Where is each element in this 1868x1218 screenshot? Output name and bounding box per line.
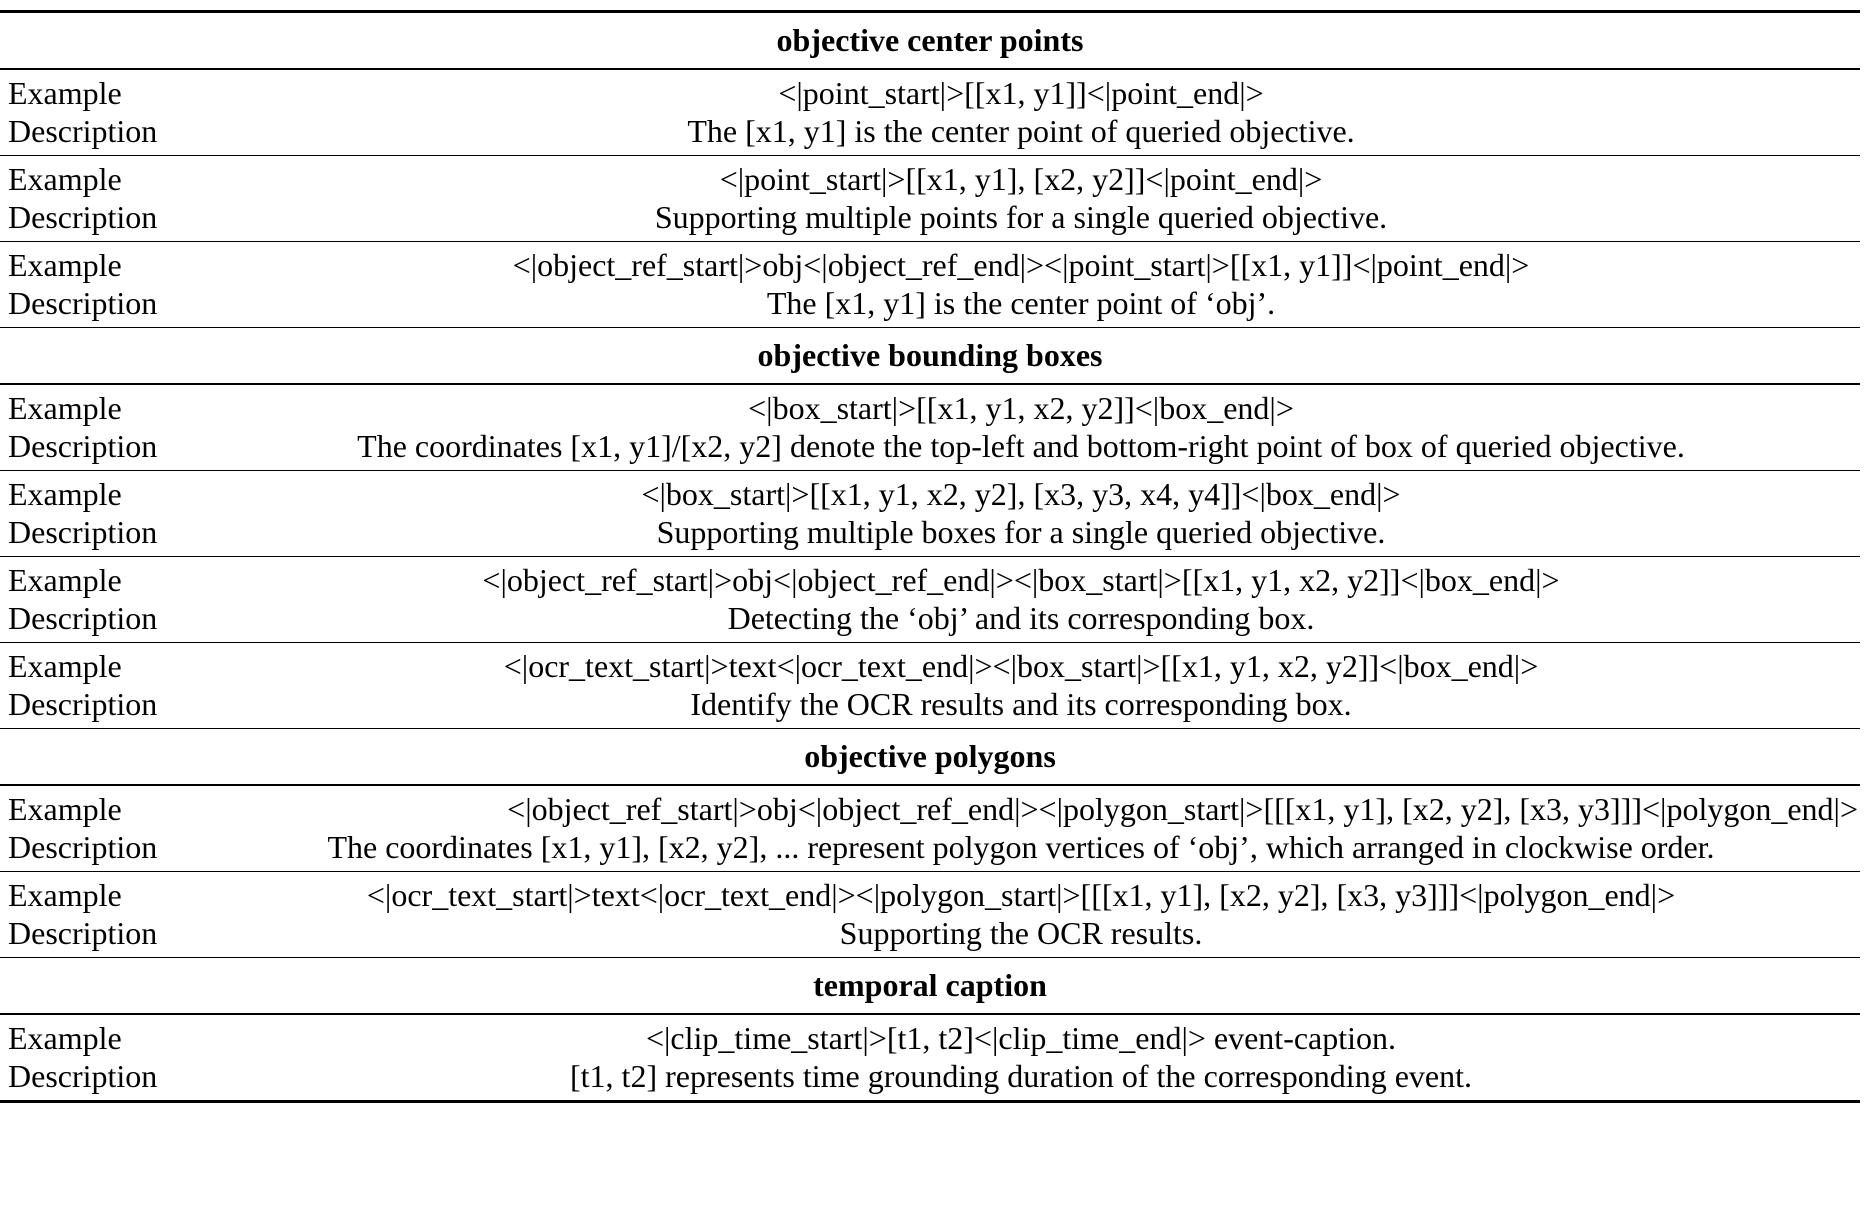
description-label: Description [8,427,158,464]
description-label: Description [8,112,158,149]
example-label: Example [8,876,122,913]
row-rule [0,327,1860,328]
row-rule [0,871,1860,872]
table-row: Example <|ocr_text_start|>text<|ocr_text_… [0,643,1860,728]
table-row: Example <|box_start|>[[x1, y1, x2, y2]]<|… [0,385,1860,470]
description-value: Identify the OCR results and its corresp… [690,685,1352,722]
description-value: The coordinates [x1, y1]/[x2, y2] denote… [357,427,1685,464]
table-row: Example <|point_start|>[[x1, y1]]<|point_… [0,70,1860,155]
format-table: objective center points Example <|point_s… [0,10,1860,1103]
row-rule [0,556,1860,557]
table-bottom-rule [0,1100,1860,1103]
section-header-temporal-caption: temporal caption [813,967,1047,1003]
table-row: Example <|object_ref_start|>obj<|object_r… [0,786,1860,871]
description-label: Description [8,513,158,550]
row-rule [0,155,1860,156]
section-rule [0,383,1860,385]
example-label: Example [8,561,122,598]
description-label: Description [8,828,158,865]
row-rule [0,957,1860,958]
example-label: Example [8,246,122,283]
description-label: Description [8,1057,158,1094]
example-value: <|box_start|>[[x1, y1, x2, y2], [x3, y3,… [641,475,1401,512]
example-label: Example [8,160,122,197]
section-header-bounding-boxes: objective bounding boxes [757,337,1103,373]
example-value: <|object_ref_start|>obj<|object_ref_end|… [512,246,1530,283]
table-row: Example <|point_start|>[[x1, y1], [x2, y2… [0,156,1860,241]
description-value: Detecting the ‘obj’ and its correspondin… [727,599,1315,636]
example-label: Example [8,1019,122,1056]
description-label: Description [8,284,158,321]
row-rule [0,241,1860,242]
table-row: Example <|object_ref_start|>obj<|object_r… [0,242,1860,327]
description-label: Description [8,685,158,722]
description-value: The [x1, y1] is the center point of quer… [687,112,1355,149]
example-label: Example [8,790,122,827]
table-top-rule [0,10,1860,13]
description-label: Description [8,599,158,636]
description-value: Supporting multiple boxes for a single q… [656,513,1386,550]
example-value: <|box_start|>[[x1, y1, x2, y2]]<|box_end… [748,389,1294,426]
example-label: Example [8,74,122,111]
example-value: <|clip_time_start|>[t1, t2]<|clip_time_e… [645,1019,1397,1056]
example-value: <|object_ref_start|>obj<|object_ref_end|… [482,561,1560,598]
description-value: [t1, t2] represents time grounding durat… [570,1057,1472,1094]
description-value: Supporting multiple points for a single … [654,198,1388,235]
description-value: Supporting the OCR results. [839,914,1203,951]
description-value: The coordinates [x1, y1], [x2, y2], ... … [327,828,1715,865]
table-row: Example <|object_ref_start|>obj<|object_r… [0,557,1860,642]
table-row: Example <|clip_time_start|>[t1, t2]<|clip… [0,1015,1860,1100]
table-row: Example <|box_start|>[[x1, y1, x2, y2], [… [0,471,1860,556]
example-label: Example [8,389,122,426]
row-rule [0,728,1860,729]
section-rule [0,68,1860,70]
section-header-center-points: objective center points [776,22,1084,58]
row-rule [0,470,1860,471]
example-label: Example [8,475,122,512]
example-value: <|point_start|>[[x1, y1], [x2, y2]]<|poi… [719,160,1323,197]
row-rule [0,642,1860,643]
section-rule [0,784,1860,786]
section-rule [0,1013,1860,1015]
example-value: <|ocr_text_start|>text<|ocr_text_end|><|… [503,647,1539,684]
example-value: <|object_ref_start|>obj<|object_ref_end|… [507,790,1858,827]
example-label: Example [8,647,122,684]
section-header-polygons: objective polygons [804,738,1056,774]
description-value: The [x1, y1] is the center point of ‘obj… [766,284,1276,321]
description-label: Description [8,198,158,235]
example-value: <|ocr_text_start|>text<|ocr_text_end|><|… [366,876,1676,913]
table-row: Example <|ocr_text_start|>text<|ocr_text_… [0,872,1860,957]
example-value: <|point_start|>[[x1, y1]]<|point_end|> [778,74,1264,111]
description-label: Description [8,914,158,951]
